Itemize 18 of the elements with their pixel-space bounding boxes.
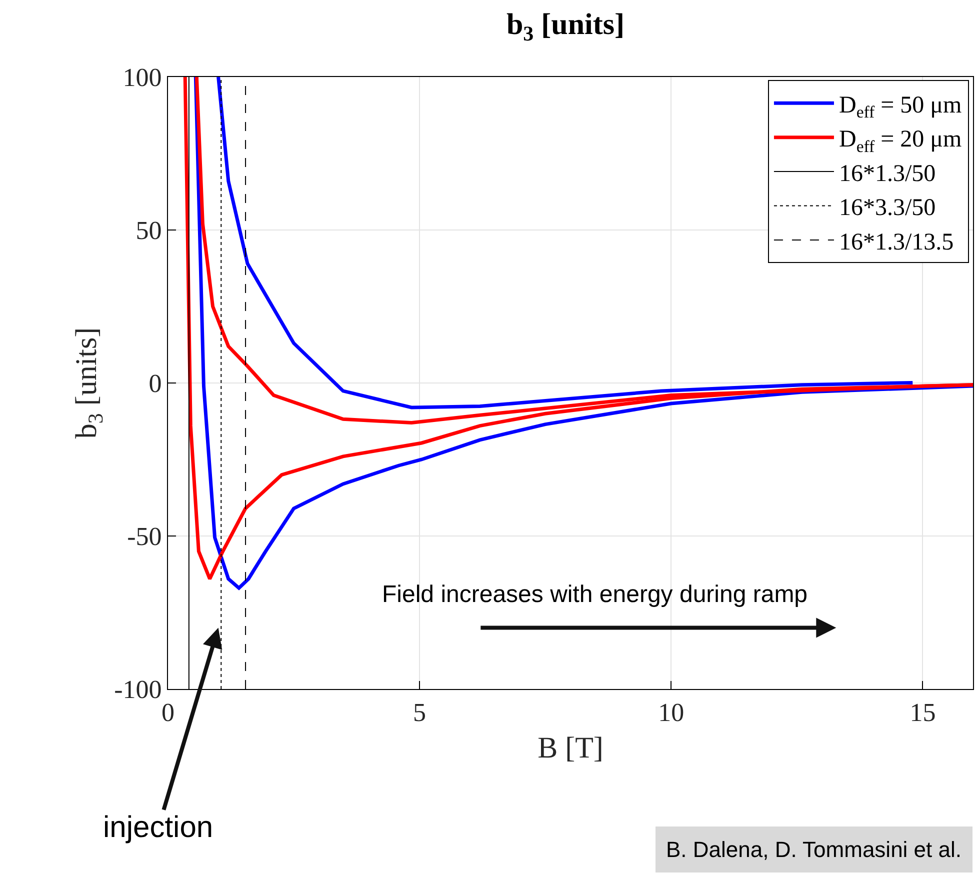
x-axis-title: B [T] xyxy=(538,732,604,765)
chart-title: b$_{3}$ [units] xyxy=(506,8,625,46)
x-tick-label: 5 xyxy=(413,698,426,728)
x-tick-label: 10 xyxy=(658,698,684,728)
text: B. Dalena, D. Tommasini et al. xyxy=(666,837,962,862)
annotation: Field increases with energy during ramp xyxy=(382,581,808,608)
legend-label: 16*1.3/50 xyxy=(838,160,936,187)
y-tick-label: -100 xyxy=(114,675,162,704)
legend-label: D$_{eff}$ = 20 μm xyxy=(838,126,962,156)
legend-label: D$_{eff}$ = 50 μm xyxy=(838,92,962,122)
annotation: injection xyxy=(103,811,214,844)
y-tick-label: 100 xyxy=(122,63,162,92)
legend-label: 16*3.3/50 xyxy=(838,195,936,222)
y-tick-label: 0 xyxy=(148,369,162,398)
y-tick-label: -50 xyxy=(127,522,162,552)
legend-label: 16*1.3/13.5 xyxy=(838,229,954,256)
x-tick-label: 15 xyxy=(910,698,936,728)
y-tick-label: 50 xyxy=(136,216,162,246)
